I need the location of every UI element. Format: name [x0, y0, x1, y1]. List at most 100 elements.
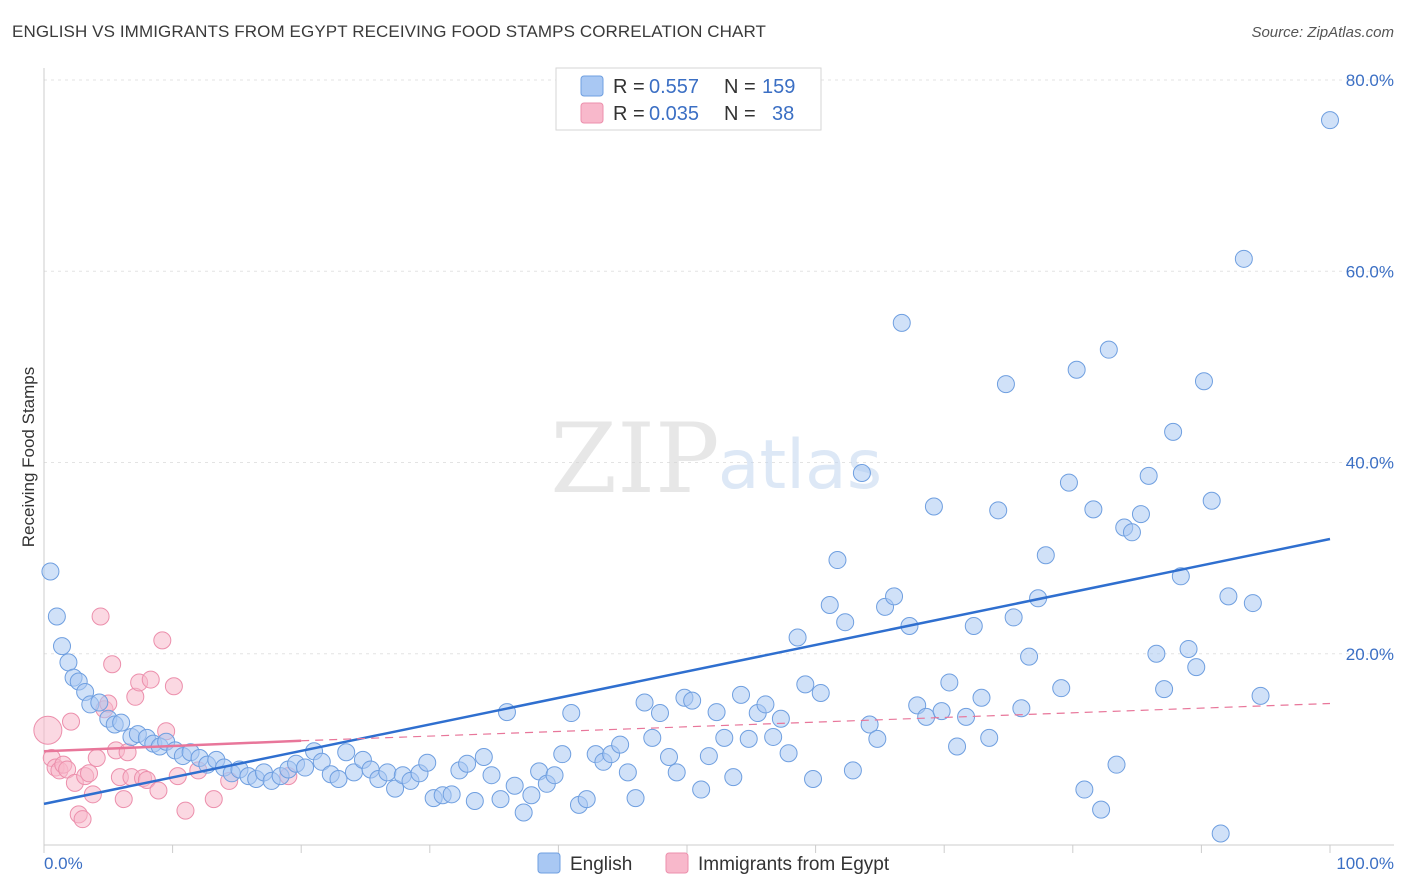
english-point [59, 653, 78, 672]
egypt-point [114, 790, 133, 809]
english-point [1107, 755, 1126, 774]
english-point [90, 693, 109, 712]
english-point [836, 613, 855, 632]
english-point [1147, 644, 1166, 663]
english-point [514, 803, 533, 822]
english-point [788, 628, 807, 647]
chart-source: Source: ZipAtlas.com [1251, 24, 1394, 41]
english-point [1164, 422, 1183, 441]
watermark: ZIP atlas [550, 403, 882, 515]
english-point [545, 766, 564, 785]
english-point [650, 704, 669, 723]
egypt-point [103, 655, 122, 674]
english-point [41, 562, 60, 581]
english-point [732, 685, 751, 704]
english-point [1067, 360, 1086, 379]
english-point [667, 763, 686, 782]
legend-swatch-egypt [580, 102, 604, 124]
english-point [1243, 594, 1262, 613]
english-point [659, 748, 678, 767]
egypt-trend-line [43, 739, 302, 753]
english-point [553, 745, 572, 764]
english-point [972, 688, 991, 707]
english-point [626, 789, 645, 808]
egypt-trend-line-dashed [301, 702, 1331, 742]
english-point [491, 790, 510, 809]
y-axis-title: Receiving Food Stamps [19, 367, 38, 547]
series-legend: English Immigrants from Egypt [537, 852, 890, 875]
english-point [699, 747, 718, 766]
english-point [1075, 780, 1094, 799]
english-point [47, 607, 66, 626]
english-point [1234, 249, 1253, 268]
egypt-point [80, 764, 99, 783]
english-point [811, 683, 830, 702]
english-point [1036, 546, 1055, 565]
y-tick-label: 40.0% [1346, 454, 1394, 473]
egypt-point [141, 670, 160, 689]
english-point [296, 758, 315, 777]
y-tick-label: 20.0% [1346, 645, 1394, 664]
english-point [885, 587, 904, 606]
english-point [917, 707, 936, 726]
english-point [868, 729, 887, 748]
legend-english-r-label: R = [613, 76, 645, 98]
legend-english-n-label: N = [724, 76, 756, 98]
english-point [715, 728, 734, 747]
english-point [611, 735, 630, 754]
english-point [643, 728, 662, 747]
english-point [1155, 680, 1174, 699]
series-legend-label-english: English [570, 854, 632, 875]
egypt-point [118, 743, 137, 762]
english-point [1020, 647, 1039, 666]
english-point [820, 595, 839, 614]
english-point [683, 691, 702, 710]
english-point [804, 770, 823, 789]
series-legend-swatch-english [537, 852, 561, 874]
egypt-point [73, 810, 92, 829]
english-point [1202, 491, 1221, 510]
english-point [1099, 340, 1118, 359]
english-point [1251, 686, 1270, 705]
english-point [1187, 658, 1206, 677]
english-point [771, 709, 790, 728]
english-point [989, 501, 1008, 520]
watermark-atlas: atlas [718, 426, 882, 505]
x-tick-label-max: 100.0% [1336, 854, 1394, 873]
english-point [932, 702, 951, 721]
english-point [843, 761, 862, 780]
english-point [1194, 372, 1213, 391]
english-point [1131, 505, 1150, 524]
english-points [41, 111, 1339, 843]
english-trend-line [43, 537, 1331, 806]
english-point [522, 786, 541, 805]
english-point [964, 617, 983, 636]
english-point [948, 737, 967, 756]
english-point [1059, 473, 1078, 492]
english-point [779, 744, 798, 763]
legend-english-n-value: 159 [762, 76, 795, 98]
english-point [112, 713, 131, 732]
english-point [577, 790, 596, 809]
x-axis-ticks [43, 845, 1331, 853]
english-point [1012, 699, 1031, 718]
chart-title: ENGLISH VS IMMIGRANTS FROM EGYPT RECEIVI… [12, 22, 767, 41]
english-point [386, 779, 405, 798]
egypt-point [204, 790, 223, 809]
english-point [312, 752, 331, 771]
english-point [1092, 800, 1111, 819]
legend-english-r-value: 0.557 [649, 76, 699, 98]
legend-egypt-n-value: 38 [772, 103, 794, 125]
stats-legend: R = 0.557 N = 159 R = 0.035 N = 38 [555, 67, 822, 131]
english-point [1139, 466, 1158, 485]
english-point [1084, 500, 1103, 519]
english-point [53, 637, 72, 656]
english-point [1211, 824, 1230, 843]
x-tick-label-min: 0.0% [44, 854, 83, 873]
english-point [562, 704, 581, 723]
english-point [418, 753, 437, 772]
english-point [756, 695, 775, 714]
english-point [828, 551, 847, 570]
series-legend-label-egypt: Immigrants from Egypt [698, 854, 890, 875]
english-point [458, 754, 477, 773]
